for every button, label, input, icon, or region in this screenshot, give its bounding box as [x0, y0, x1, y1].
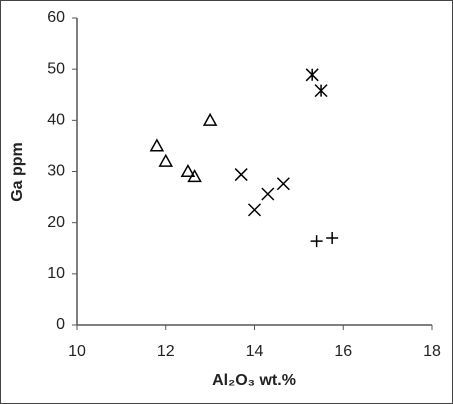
cross	[247, 203, 262, 217]
cross	[234, 168, 248, 182]
y-axis-title: Ga ppm	[9, 142, 26, 202]
asterisk	[305, 68, 319, 82]
cross	[261, 187, 275, 201]
y-tick-label: 50	[47, 60, 65, 77]
y-tick-label: 60	[47, 9, 65, 26]
point	[326, 232, 339, 245]
plus	[310, 235, 323, 248]
x-tick-label: 10	[68, 343, 86, 360]
x-axis-title: Al₂O₃ wt.%	[212, 372, 296, 389]
point	[149, 138, 165, 152]
triangle	[202, 112, 218, 126]
triangle	[187, 169, 202, 183]
point	[276, 177, 290, 191]
point	[187, 169, 202, 183]
point	[202, 112, 218, 126]
point	[180, 163, 196, 178]
point	[247, 203, 262, 217]
x-tick-label: 12	[157, 343, 175, 360]
triangle	[158, 153, 174, 167]
x-tick-label: 14	[246, 343, 264, 360]
point	[234, 168, 248, 182]
point	[261, 187, 275, 201]
y-tick-label: 20	[47, 214, 65, 231]
y-tick-label: 30	[47, 163, 65, 180]
point	[314, 84, 328, 98]
cross	[276, 177, 290, 191]
x-tick-label: 18	[423, 343, 441, 360]
point	[305, 68, 319, 82]
point	[310, 235, 323, 248]
plus	[326, 232, 339, 245]
x-tick-label: 16	[334, 343, 352, 360]
triangle	[180, 163, 196, 178]
asterisk	[314, 84, 328, 98]
y-tick-label: 10	[47, 265, 65, 282]
y-tick-label: 40	[47, 112, 65, 129]
y-tick-label: 0	[56, 316, 65, 333]
triangle	[149, 138, 165, 152]
point	[158, 153, 174, 167]
